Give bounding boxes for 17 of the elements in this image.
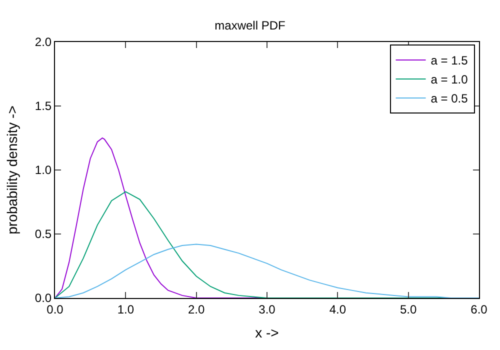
- y-tick-label: 2.0: [34, 35, 52, 50]
- x-tick-label: 4.0: [329, 302, 346, 316]
- chart-title: maxwell PDF: [214, 18, 286, 32]
- x-tick-label: 1.0: [117, 302, 134, 316]
- legend-label: a = 1.5: [430, 54, 468, 68]
- x-tick-label: 5.0: [400, 302, 417, 316]
- legend-label: a = 1.0: [430, 72, 468, 87]
- x-tick-label: 6.0: [470, 302, 488, 316]
- line-series: [55, 244, 479, 298]
- y-tick-label: 1.0: [34, 163, 52, 178]
- legend-label: a = 0.5: [430, 92, 468, 106]
- y-tick-label: 1.5: [34, 99, 52, 114]
- x-tick-label: 3.0: [258, 302, 276, 316]
- x-tick-label: 2.0: [188, 302, 205, 316]
- y-axis-title: probability density ->: [4, 106, 20, 234]
- y-tick-label: 0.5: [34, 227, 52, 242]
- x-axis-title: x ->: [255, 324, 279, 341]
